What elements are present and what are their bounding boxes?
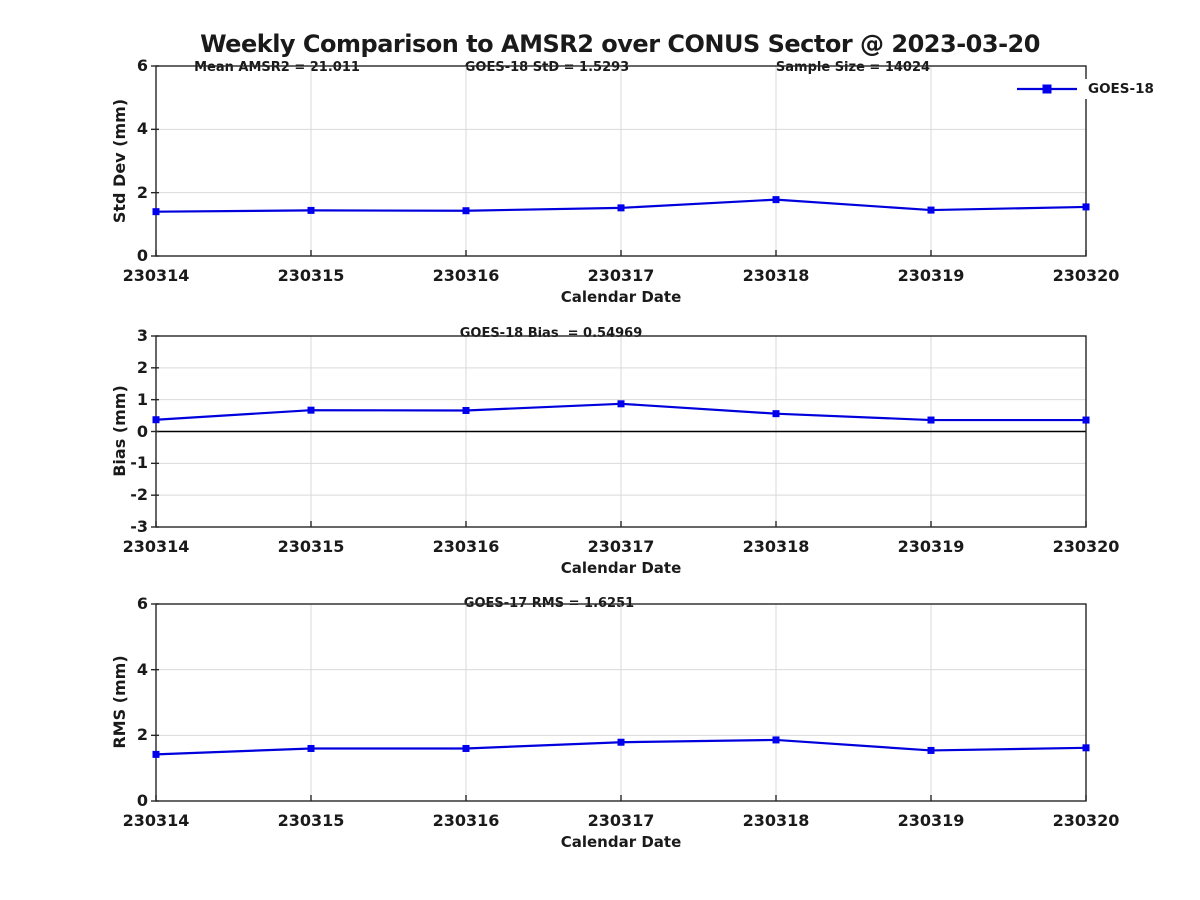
legend-label: GOES-18 [1088, 81, 1154, 97]
data-point-marker [462, 744, 470, 752]
x-tick-label: 230315 [277, 266, 345, 285]
x-tick-label: 230314 [122, 537, 190, 556]
legend: GOES-18 [1012, 79, 1156, 99]
x-tick-label: 230314 [122, 811, 190, 830]
x-tick-label: 230320 [1052, 811, 1120, 830]
data-point-marker [1082, 203, 1090, 211]
x-tick-label: 230318 [742, 811, 810, 830]
y-tick-label: 0 [136, 421, 148, 441]
data-point-marker [152, 416, 160, 424]
data-point-marker [617, 738, 625, 746]
x-tick-label: 230317 [587, 266, 655, 285]
x-tick-label: 230317 [587, 811, 655, 830]
y-tick-label: 2 [136, 725, 148, 745]
data-point-marker [772, 736, 780, 744]
data-point-marker [307, 206, 315, 214]
y-tick-label: -2 [130, 485, 148, 505]
y-tick-label: 3 [136, 326, 148, 345]
x-tick-label: 230320 [1052, 266, 1120, 285]
data-point-marker [462, 406, 470, 414]
x-tick-label: 230316 [432, 266, 500, 285]
data-point-marker [1082, 744, 1090, 752]
plot-area-bias [151, 335, 1090, 528]
x-tick-label: 230319 [897, 266, 965, 285]
y-tick-label: -1 [130, 453, 148, 473]
data-point-marker [462, 207, 470, 215]
y-tick-label: 6 [136, 594, 148, 613]
data-point-marker [617, 204, 625, 212]
y-tick-label: 2 [136, 182, 148, 202]
data-point-marker [307, 744, 315, 752]
x-tick-label: 230318 [742, 537, 810, 556]
x-tick-label: 230319 [897, 537, 965, 556]
data-point-marker [927, 206, 935, 214]
data-point-marker [772, 410, 780, 418]
x-axis-label-1: Calendar Date [560, 288, 682, 306]
data-point-marker [772, 196, 780, 204]
x-axis-label-2: Calendar Date [560, 559, 682, 577]
y-tick-label: 4 [136, 119, 148, 139]
plot-area-stddev [151, 65, 1090, 257]
figure-title: Weekly Comparison to AMSR2 over CONUS Se… [200, 30, 1040, 58]
annotation-goes18-std: GOES-18 StD = 1.5293 [464, 60, 630, 75]
data-point-marker [152, 208, 160, 216]
annotation-mean-amsr2: Mean AMSR2 = 21.011 [194, 60, 360, 75]
y-tick-label: 6 [136, 56, 148, 75]
x-tick-label: 230316 [432, 537, 500, 556]
y-tick-label: 1 [136, 389, 148, 409]
y-tick-label: 2 [136, 357, 148, 377]
data-point-marker [927, 416, 935, 424]
legend-line-marker-icon [1017, 84, 1077, 94]
y-tick-label: 0 [136, 246, 148, 265]
x-tick-label: 230315 [277, 811, 345, 830]
x-axis-label-3: Calendar Date [560, 833, 682, 851]
x-tick-label: 230320 [1052, 537, 1120, 556]
x-tick-label: 230314 [122, 266, 190, 285]
data-point-marker [1082, 416, 1090, 424]
data-point-marker [617, 400, 625, 408]
y-tick-label: 0 [136, 791, 148, 810]
annotation-sample-size: Sample Size = 14024 [775, 60, 931, 75]
x-tick-label: 230315 [277, 537, 345, 556]
data-point-marker [152, 750, 160, 758]
annotation-goes18-bias: GOES-18 Bias = 0.54969 [459, 326, 643, 341]
data-point-marker [927, 746, 935, 754]
x-tick-label: 230317 [587, 537, 655, 556]
data-point-marker [307, 406, 315, 414]
x-tick-label: 230319 [897, 811, 965, 830]
x-tick-label: 230316 [432, 811, 500, 830]
y-tick-label: 4 [136, 659, 148, 679]
y-tick-label: -3 [130, 517, 148, 536]
x-tick-label: 230318 [742, 266, 810, 285]
plot-area-rms [151, 603, 1090, 802]
